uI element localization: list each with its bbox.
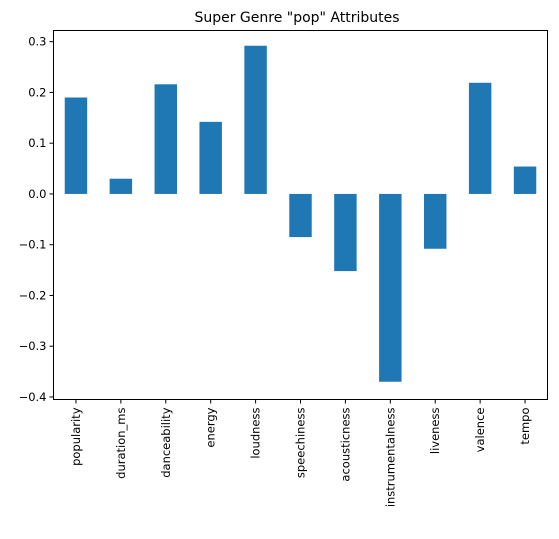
y-tick-label: 0.3: [28, 35, 46, 49]
y-axis: 0.3 0.2 0.1 0.0 −0.1 −0.2 −0.3 −0.4: [19, 35, 54, 404]
bar-tempo: [513, 166, 537, 194]
x-tick-label: danceability: [159, 407, 173, 477]
x-tick-label: tempo: [518, 408, 532, 445]
bar-valence: [468, 82, 492, 194]
x-tick-label: acousticness: [338, 407, 352, 481]
bar-liveness: [424, 193, 447, 249]
y-tick-label: −0.3: [19, 339, 47, 353]
x-tick-label: valence: [473, 408, 487, 453]
x-tick-label: energy: [204, 407, 218, 447]
x-tick-label: liveness: [428, 407, 442, 454]
x-tick-label: popularity: [69, 407, 83, 466]
y-tick-label: 0.1: [28, 136, 46, 150]
y-tick-label: 0.2: [28, 85, 46, 99]
x-tick-label: instrumentalness: [383, 407, 397, 507]
x-tick-label: duration_ms: [114, 407, 128, 478]
y-tick-label: −0.1: [19, 238, 47, 252]
chart-title: Super Genre "pop" Attributes: [194, 10, 399, 26]
bar-instrumentalness: [379, 193, 402, 382]
bar-acousticness: [334, 193, 357, 272]
y-tick-label: −0.2: [19, 288, 47, 302]
x-tick-label: loudness: [249, 407, 263, 458]
bar-popularity: [64, 97, 88, 194]
bar-energy: [199, 121, 222, 194]
y-tick-label: −0.4: [19, 390, 47, 404]
x-tick-label: speechiness: [294, 408, 308, 479]
bar-duration_ms: [109, 178, 133, 194]
bar-loudness: [244, 45, 267, 194]
bar-speechiness: [289, 193, 312, 238]
bars-group: [64, 45, 537, 382]
x-axis: popularity duration_ms danceability energy l…: [69, 399, 532, 507]
y-tick-label: 0.0: [28, 187, 46, 201]
bar-danceability: [154, 84, 177, 194]
plot-frame: [53, 30, 548, 400]
